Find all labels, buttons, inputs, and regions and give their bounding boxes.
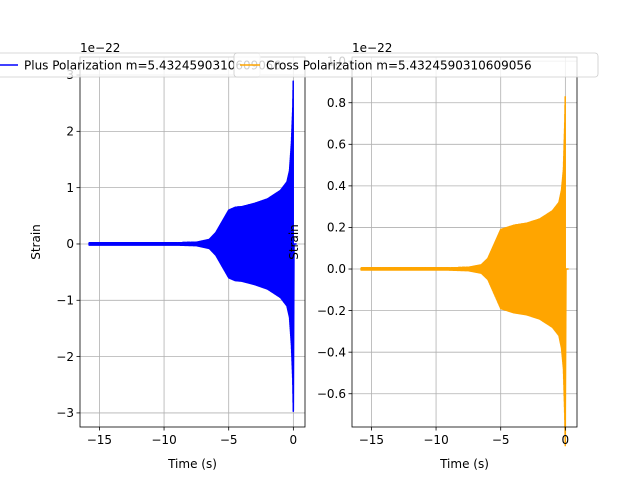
x-tick-label: −5: [492, 433, 510, 447]
y-tick-label: 0.0: [327, 262, 346, 276]
y-tick-label: 0.4: [327, 179, 346, 193]
legend-label: Plus Polarization m=5.4324590310609056: [24, 59, 281, 73]
strain-series-line: [88, 80, 297, 413]
y-tick-label: 0.6: [327, 138, 346, 152]
legend: Cross Polarization m=5.4324590310609056: [233, 52, 599, 78]
x-tick-label: −15: [87, 433, 112, 447]
x-axis-label: Time (s): [167, 457, 217, 471]
y-axis-label: Strain: [29, 224, 43, 260]
y-tick-label: −0.2: [317, 304, 346, 318]
x-tick-label: −5: [220, 433, 238, 447]
y-tick-label: 0.2: [327, 221, 346, 235]
y-tick-label: −0.6: [317, 387, 346, 401]
y-tick-label: −1: [56, 293, 74, 307]
y-axis-label: Strain: [287, 224, 301, 260]
y-tick-label: 2: [66, 125, 74, 139]
x-tick-label: −15: [359, 433, 384, 447]
strain-series-line: [360, 96, 569, 447]
y-offset-text: 1e−22: [80, 41, 120, 55]
x-axis-label: Time (s): [439, 457, 489, 471]
y-tick-label: 0: [66, 237, 74, 251]
x-tick-label: 0: [290, 433, 298, 447]
legend: Plus Polarization m=5.4324590310609056: [0, 52, 281, 78]
y-tick-label: −2: [56, 350, 74, 364]
cross-polarization-panel: −15−10−50−0.6−0.4−0.20.00.20.40.60.81.01…: [233, 41, 599, 471]
x-tick-label: 0: [562, 433, 570, 447]
y-offset-text: 1e−22: [352, 41, 392, 55]
legend-label: Cross Polarization m=5.4324590310609056: [266, 59, 532, 73]
y-tick-label: 1: [66, 181, 74, 195]
x-tick-label: −10: [151, 433, 176, 447]
x-tick-label: −10: [423, 433, 448, 447]
y-tick-label: −3: [56, 406, 74, 420]
y-tick-label: −0.4: [317, 345, 346, 359]
y-tick-label: 0.8: [327, 96, 346, 110]
legend-box: [233, 52, 599, 78]
